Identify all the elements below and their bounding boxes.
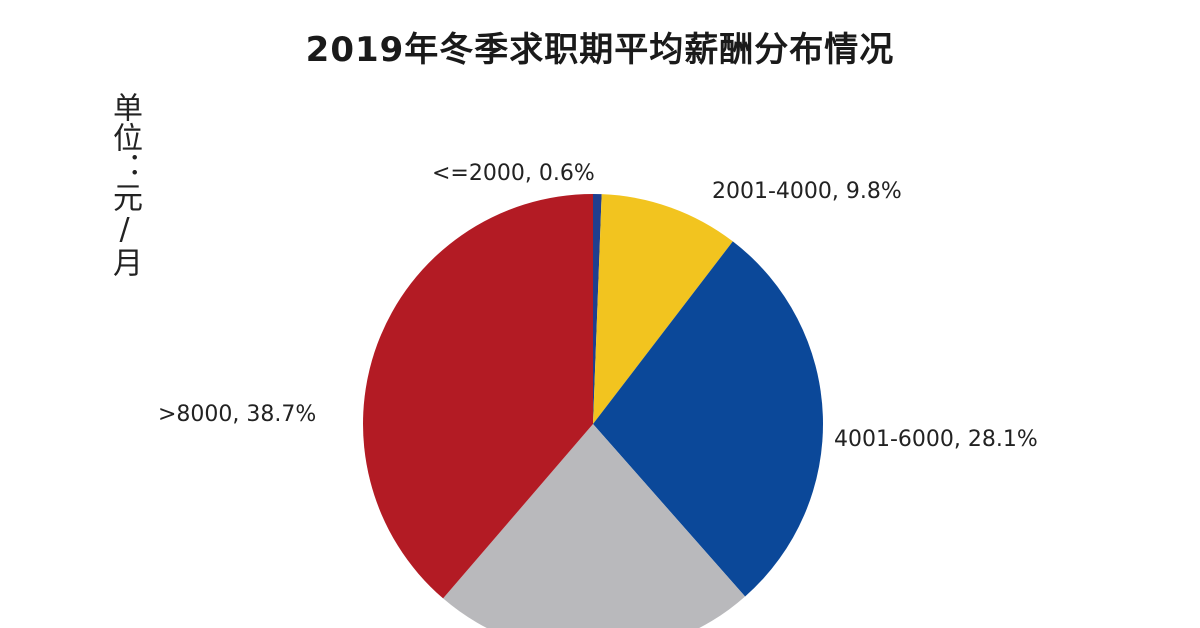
pie-slice-2001-4000 bbox=[593, 194, 733, 424]
slice-label: >8000, 38.7% bbox=[158, 402, 316, 427]
pie-labels: <=2000, 0.6% 2001-4000, 9.8% 4001-6000, 28… bbox=[158, 161, 1038, 452]
slice-label: <=2000, 0.6% bbox=[432, 161, 595, 186]
chart-title: 2019年冬季求职期平均薪酬分布情况 bbox=[305, 30, 895, 70]
pie-slices bbox=[363, 193, 824, 628]
unit-label: 单位：元/月 bbox=[107, 92, 142, 277]
pie-slice-6001-8000 bbox=[443, 424, 746, 628]
pie-slice-2000 bbox=[593, 193, 602, 424]
pie-slice-4001-6000 bbox=[593, 241, 824, 597]
slice-label: 2001-4000, 9.8% bbox=[712, 179, 902, 204]
slice-label: 4001-6000, 28.1% bbox=[834, 427, 1038, 452]
pie-slice-8000 bbox=[363, 194, 593, 599]
